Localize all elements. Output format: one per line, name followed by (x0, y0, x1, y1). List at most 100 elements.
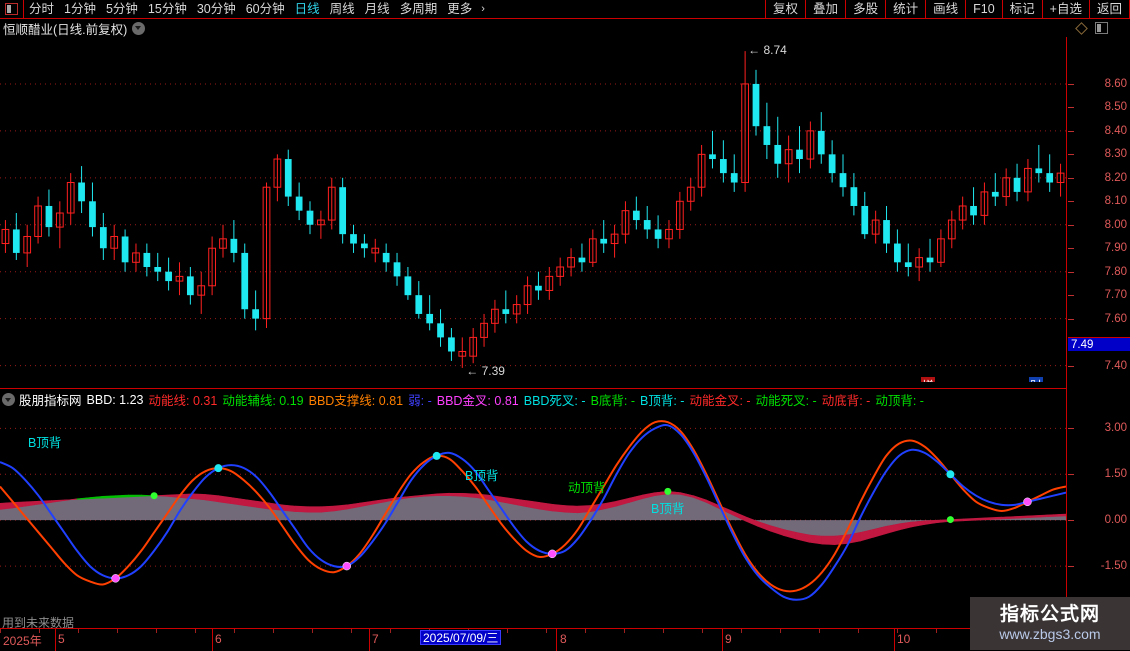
indicator-axis-label: 0.00 (1104, 514, 1127, 527)
layout-toggle-button[interactable] (0, 0, 24, 18)
period-tab-2[interactable]: 5分钟 (101, 0, 143, 18)
indicator-pane[interactable]: B顶背 B顶背 动顶背 B顶背 (0, 410, 1066, 612)
period-tab-6[interactable]: 日线 (290, 0, 325, 18)
axis-tick (1068, 224, 1074, 226)
current-price-badge: 7.49 (1068, 337, 1130, 352)
indicator-axis-label: 1.50 (1104, 468, 1127, 481)
chevron-right-icon[interactable]: › (481, 3, 485, 15)
indicator-value-6: BBD死叉: - (524, 390, 586, 409)
indicator-number: - (862, 394, 871, 408)
date-tick (507, 629, 508, 633)
price-axis-label: 8.50 (1104, 101, 1127, 114)
indicator-number: 0.19 (275, 394, 304, 408)
period-label: 日线 (294, 1, 320, 16)
price-chart-pane[interactable]: ← 8.74 ← 7.39 S 增 财 (0, 37, 1066, 382)
axis-tick (1068, 428, 1074, 430)
axis-tick (1068, 107, 1074, 109)
price-axis-label: 8.10 (1104, 195, 1127, 208)
adjust-button[interactable]: 复权 (765, 0, 807, 18)
date-tick (897, 629, 898, 633)
indicator-value-4: 弱: - (408, 390, 432, 409)
period-tab-1[interactable]: 1分钟 (59, 0, 101, 18)
period-tab-7[interactable]: 周线 (325, 0, 360, 18)
divergence-label-1: B顶背 (465, 469, 498, 483)
indicator-number: 1.23 (115, 392, 144, 407)
date-separator (556, 629, 557, 651)
f10-button[interactable]: F10 (966, 0, 1003, 18)
date-tick (624, 629, 625, 633)
date-axis-label-4: 8 (560, 632, 567, 646)
statistics-button[interactable]: 统计 (886, 0, 927, 18)
date-tick (117, 629, 118, 633)
indicator-value-5: BBD金叉: 0.81 (437, 390, 519, 409)
indicator-number: - (424, 394, 432, 408)
increase-marker: 增 (921, 377, 936, 382)
period-label: 5分钟 (105, 1, 138, 16)
price-axis-label: 8.40 (1104, 124, 1127, 137)
indicator-value-2: 动能辅线: 0.19 (222, 390, 303, 409)
candlestick-plot (0, 51, 1066, 368)
divergence-label-2: 动顶背 (568, 481, 606, 495)
multi-stock-button[interactable]: 多股 (846, 0, 887, 18)
period-label: 多周期 (399, 1, 438, 16)
back-button[interactable]: 返回 (1090, 0, 1130, 18)
date-tick (819, 629, 820, 633)
indicator-label: BBD死叉: (523, 394, 578, 408)
indicator-number: 0.81 (490, 394, 519, 408)
period-tab-10[interactable]: 更多 (442, 0, 477, 18)
date-tick (312, 629, 313, 633)
mark-button[interactable]: 标记 (1003, 0, 1043, 18)
stock-name-label: 恒顺醋业(日线.前复权) (3, 22, 128, 37)
indicator-label: B底背: (590, 394, 628, 408)
axis-tick (1068, 83, 1074, 85)
date-tick (0, 629, 1, 633)
period-label: 分时 (29, 1, 55, 16)
watermark: 指标公式网 www.zbgs3.com (970, 597, 1130, 650)
low-price-annotation: ← 7.39 (466, 363, 505, 378)
overlay-button[interactable]: 叠加 (806, 0, 847, 18)
date-tick (156, 629, 157, 633)
action-toolbar-group: 复权 叠加 多股 统计 画线 F10 标记 +自选 返回 (765, 0, 1130, 18)
axis-tick (1068, 248, 1074, 250)
period-tab-8[interactable]: 月线 (360, 0, 395, 18)
period-tab-0[interactable]: 分时 (24, 0, 59, 18)
date-tick (936, 629, 937, 633)
period-tab-5[interactable]: 60分钟 (241, 0, 290, 18)
period-tab-9[interactable]: 多周期 (395, 0, 443, 18)
price-axis-label: 7.40 (1104, 359, 1127, 372)
indicator-label: 动底背: (821, 394, 863, 408)
split-panel-icon[interactable] (1095, 22, 1108, 34)
price-axis-label: 7.90 (1104, 242, 1127, 255)
date-tick (351, 629, 352, 633)
watermark-url: www.zbgs3.com (999, 625, 1101, 642)
watermark-title: 指标公式网 (999, 603, 1100, 625)
date-axis-label-2: 6 (215, 632, 222, 646)
future-data-note: 用到未来数据 (2, 616, 75, 630)
axis-tick (1068, 295, 1074, 297)
period-tab-4[interactable]: 30分钟 (192, 0, 241, 18)
indicator-label: 弱: (408, 394, 425, 408)
indicator-label: BBD支撑线: (308, 394, 376, 408)
chevron-down-icon[interactable] (132, 21, 146, 35)
date-separator (894, 629, 895, 651)
date-tick (780, 629, 781, 633)
indicator-label: B顶背: (640, 394, 677, 408)
price-axis-label: 7.60 (1104, 312, 1127, 325)
add-watchlist-button[interactable]: +自选 (1043, 0, 1090, 18)
axis-tick (1068, 201, 1074, 203)
sell-marker: S (374, 380, 384, 382)
price-axis: 8.60 8.50 8.40 8.30 8.20 8.10 8.00 7.90 7.80 7.70… (1066, 37, 1130, 382)
drawline-button[interactable]: 画线 (926, 0, 967, 18)
axis-tick (1068, 566, 1074, 568)
period-label: 周线 (329, 1, 355, 16)
indicator-number: - (627, 394, 636, 408)
price-axis-label: 8.20 (1104, 171, 1127, 184)
period-tab-3[interactable]: 15分钟 (143, 0, 192, 18)
date-tick (585, 629, 586, 633)
indicator-number: 0.81 (375, 394, 404, 408)
indicator-value-12: 动顶背: - (875, 390, 924, 409)
indicator-value-10: 动能死叉: - (756, 390, 817, 409)
finance-marker: 财 (1029, 377, 1044, 382)
diamond-icon[interactable] (1075, 21, 1088, 35)
